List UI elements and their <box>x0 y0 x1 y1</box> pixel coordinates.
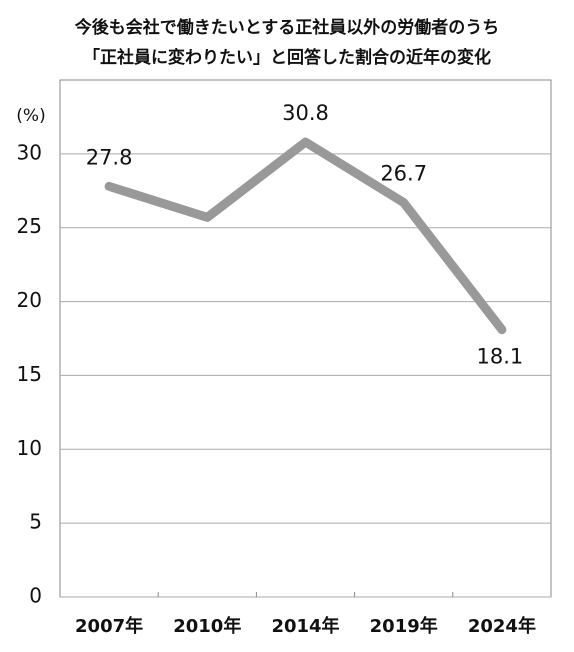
x-tick-label: 2010年 <box>173 615 241 637</box>
y-tick-label: 20 <box>17 288 42 312</box>
plot-frame <box>59 79 552 598</box>
chart-title: 今後も会社で働きたいとする正社員以外の労働者のうち <box>75 17 500 38</box>
y-axis-label: (%) <box>16 106 45 126</box>
y-tick-label: 0 <box>29 584 42 608</box>
x-tick-label: 2014年 <box>271 615 339 637</box>
x-tick-label: 2007年 <box>75 615 143 637</box>
y-tick-label: 15 <box>17 362 42 386</box>
y-tick-label: 10 <box>17 436 42 460</box>
x-tick-label: 2024年 <box>468 615 536 637</box>
value-label: 18.1 <box>477 345 524 369</box>
value-label: 30.8 <box>282 101 329 125</box>
value-label: 27.8 <box>86 145 133 169</box>
y-tick-label: 5 <box>29 510 42 534</box>
y-tick-label: 25 <box>17 214 42 238</box>
line <box>104 137 507 335</box>
value-label: 26.7 <box>380 162 427 186</box>
y-tick-label: 30 <box>17 140 42 164</box>
chart-title: 「正社員に変わりたい」と回答した割合の近年の変化 <box>83 47 491 68</box>
x-tick-label: 2019年 <box>370 615 438 637</box>
